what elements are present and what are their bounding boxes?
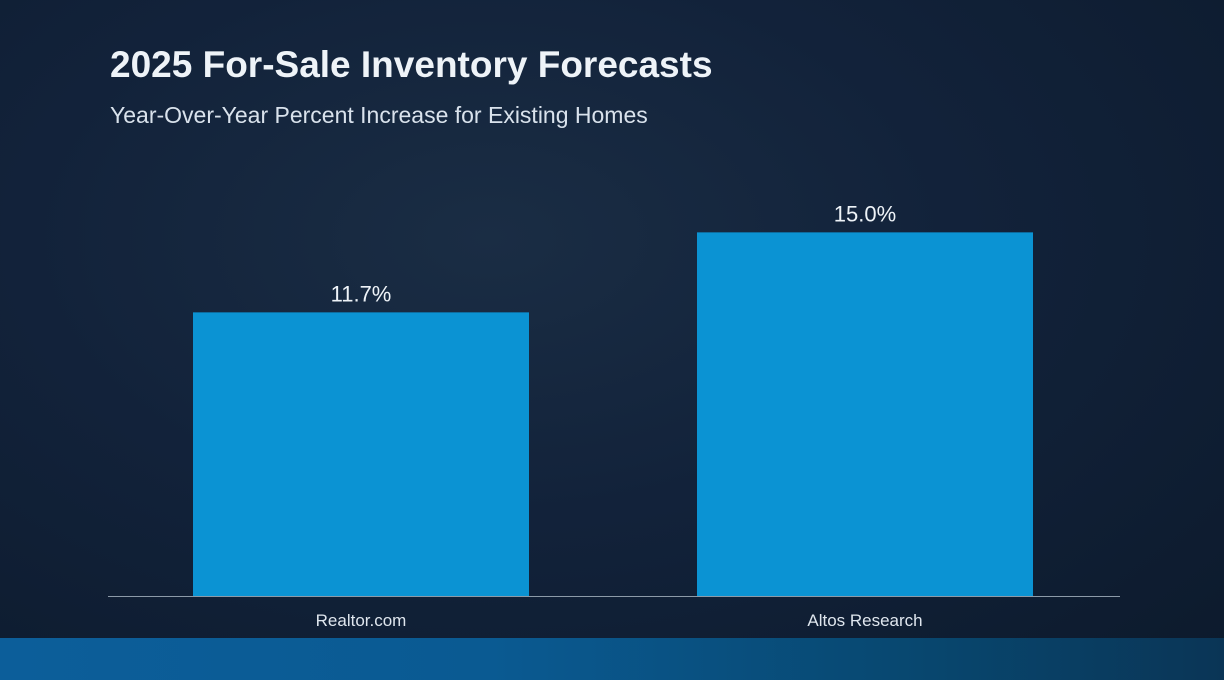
footer-band: [0, 638, 1224, 680]
x-tick-label: Realtor.com: [316, 611, 407, 630]
data-label: 15.0%: [834, 201, 896, 226]
bar-altos-research: [697, 232, 1033, 596]
bar-realtor-com: [193, 312, 529, 596]
chart-subtitle: Year-Over-Year Percent Increase for Exis…: [110, 102, 648, 128]
x-tick-label: Altos Research: [807, 611, 922, 630]
data-label: 11.7%: [331, 281, 392, 306]
chart-title: 2025 For-Sale Inventory Forecasts: [110, 44, 713, 85]
